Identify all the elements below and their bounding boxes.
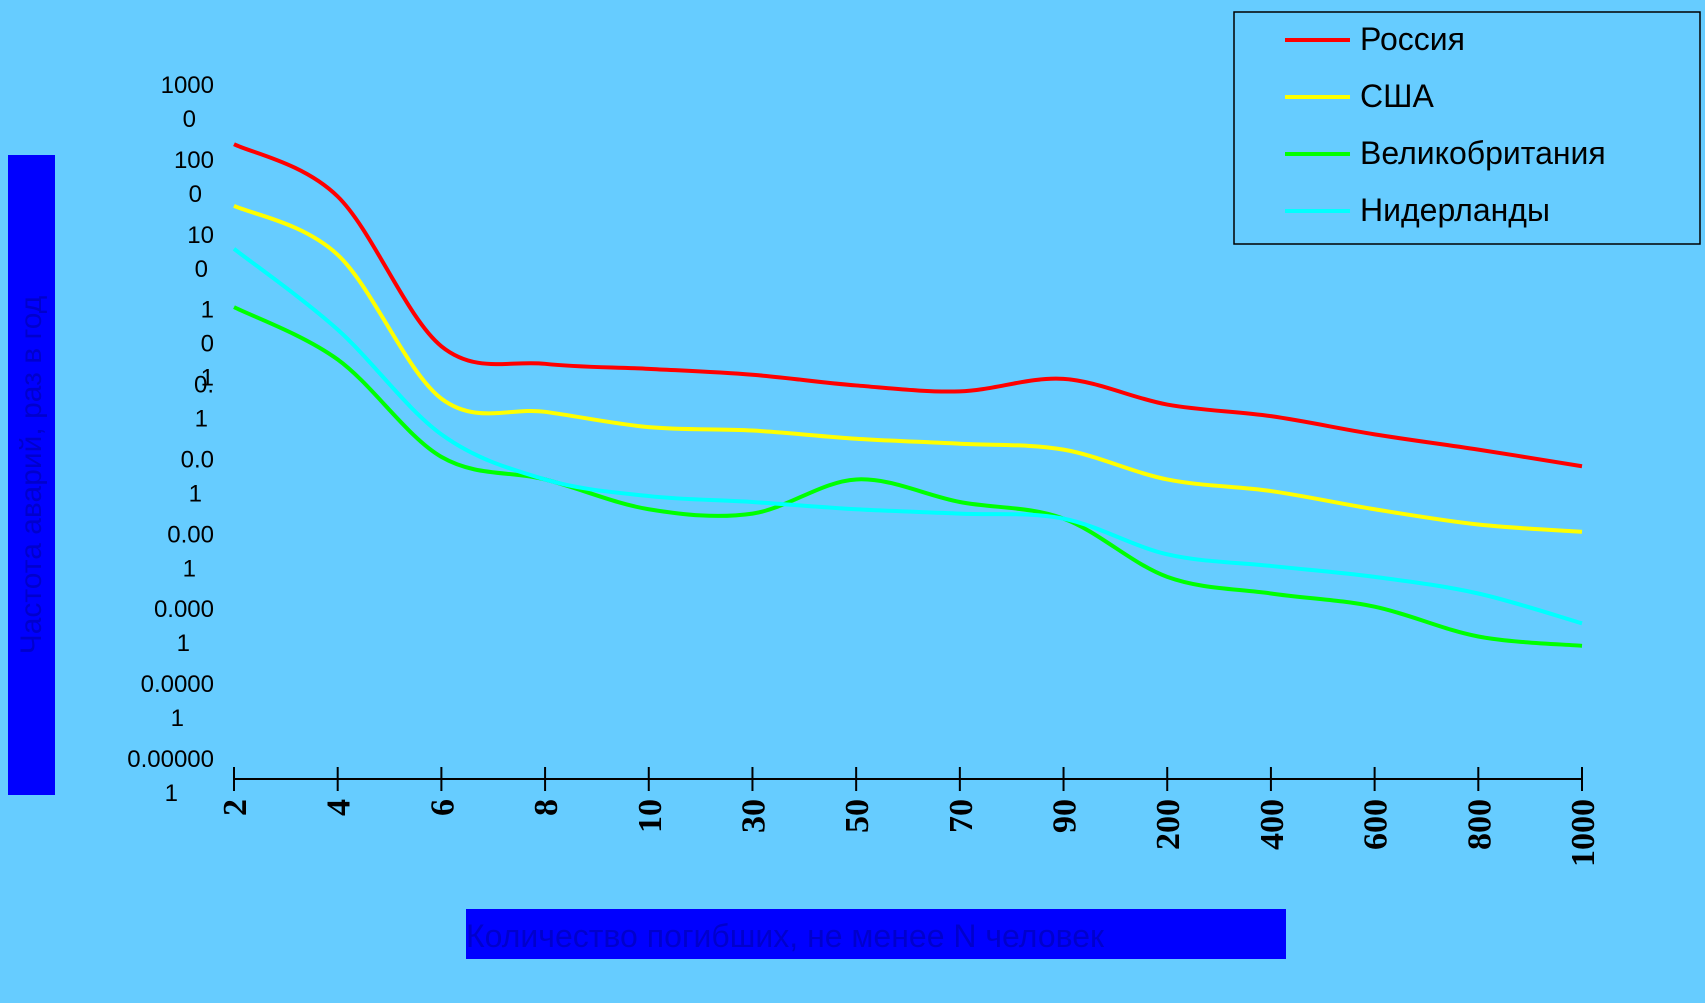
y-tick-label: 0.0 1 xyxy=(181,446,214,507)
legend-label: Великобритания xyxy=(1360,135,1606,171)
y-tick-label: 100 0 xyxy=(174,147,214,208)
y-tick-label: 1000 0 xyxy=(161,72,214,133)
x-tick-label: 2 xyxy=(217,799,254,816)
legend-box xyxy=(1233,11,1701,245)
legend-label: США xyxy=(1360,78,1434,114)
x-tick-label: 10 xyxy=(632,799,669,833)
x-tick-label: 8 xyxy=(528,799,565,816)
x-axis: 2 4 6 8 10 30 50 70 90 200 400 600 800 1000 xyxy=(217,767,1602,867)
legend-label: Россия xyxy=(1360,21,1465,57)
series-line-0 xyxy=(233,142,1583,469)
x-tick-label: 400 xyxy=(1254,799,1291,850)
x-tick-label: 1000 xyxy=(1565,799,1602,867)
y-tick-label: 0.0000 1 xyxy=(141,671,214,732)
x-tick-label: 30 xyxy=(735,799,772,833)
x-axis-label-box xyxy=(466,909,1286,959)
x-tick-label: 200 xyxy=(1150,799,1187,850)
y-tick-label: 0.000 1 xyxy=(154,596,214,657)
x-tick-label: 70 xyxy=(943,799,980,833)
series-lines xyxy=(232,142,1583,648)
y-tick-labels: 1000 0 100 0 10 0 1 0 10. 1 0.0 1 0.00 1 0.000 1 0.0000 1… xyxy=(127,72,214,807)
series-line-1 xyxy=(233,204,1583,534)
x-tick-label: 600 xyxy=(1358,799,1395,850)
y-tick-label: 0. 1 xyxy=(194,372,214,433)
x-tick-label: 90 xyxy=(1047,799,1084,833)
y-tick-label: 10 0 xyxy=(187,222,214,283)
x-tick-label: 6 xyxy=(424,799,461,816)
legend-label: Нидерланды xyxy=(1360,192,1550,228)
y-tick-label: 0.00 1 xyxy=(167,521,214,582)
x-tick-label: 800 xyxy=(1461,799,1498,850)
series-line-3 xyxy=(232,247,1583,626)
legend: Россия США Великобритания Нидерланды xyxy=(1233,11,1701,245)
series-line-2 xyxy=(233,305,1583,648)
x-tick-label: 50 xyxy=(839,799,876,833)
y-tick-label: 0.00000 1 xyxy=(127,746,214,807)
x-tick-label: 4 xyxy=(321,799,358,816)
x-axis-label: Количество погибших, не менее N человек xyxy=(466,918,1105,954)
y-axis-label-box: Частота аварий, раз в год xyxy=(8,155,55,795)
